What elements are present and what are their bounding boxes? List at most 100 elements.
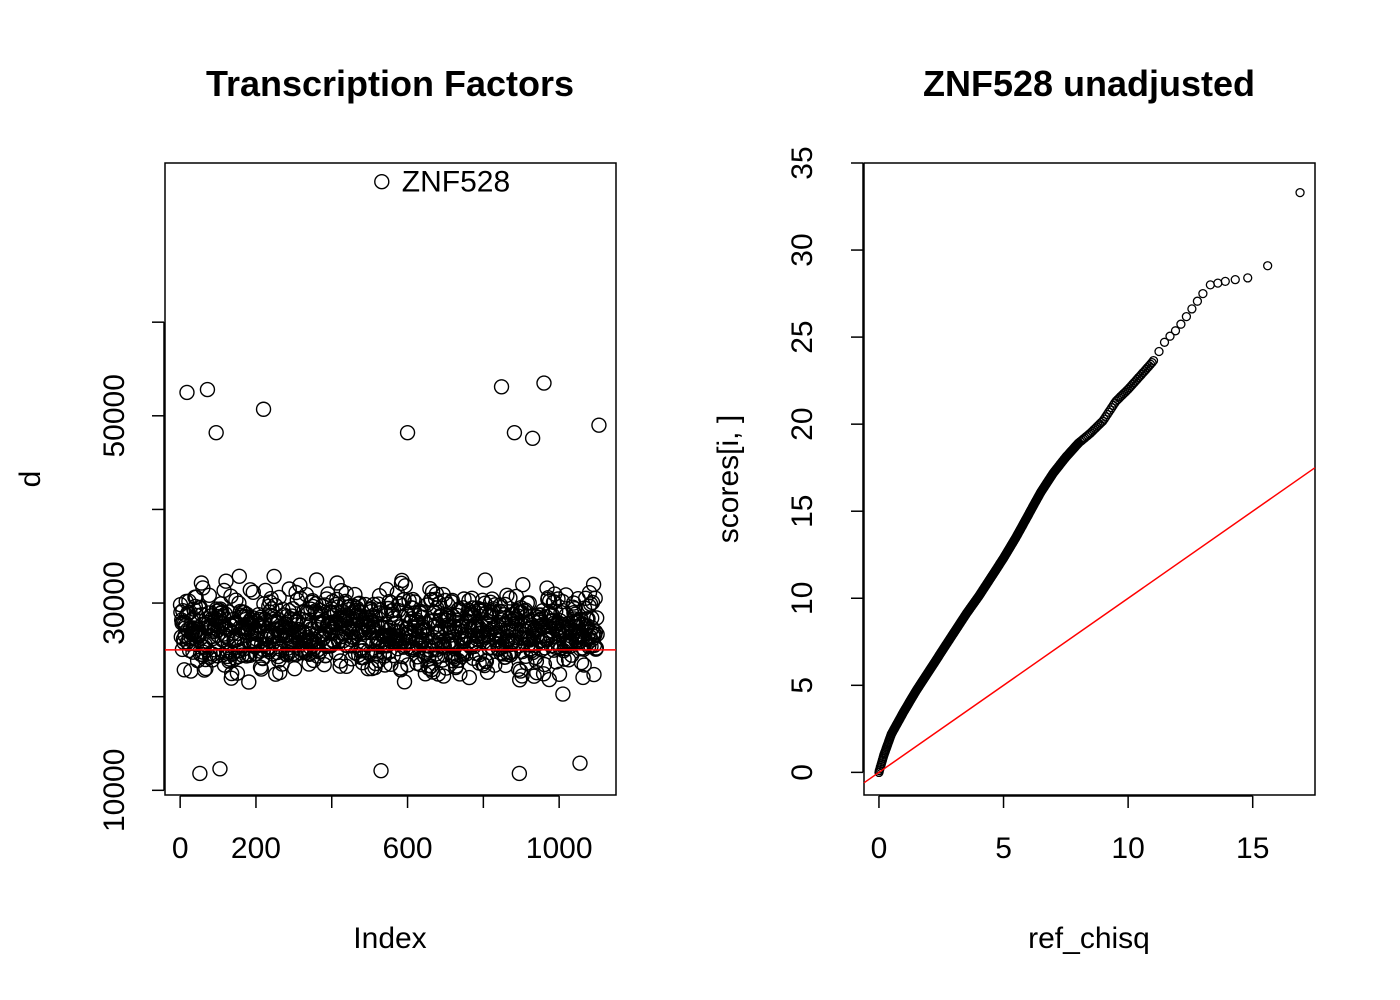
data-point <box>228 592 244 608</box>
y-tick-label: 15 <box>786 495 819 528</box>
data-point <box>298 587 315 603</box>
data-point <box>1181 311 1192 322</box>
data-point <box>266 568 282 585</box>
plot-frame <box>164 162 617 796</box>
y-tick-label: 30 <box>786 233 819 266</box>
data-point <box>584 610 600 626</box>
y-axis-label: d <box>14 471 47 488</box>
data-point <box>477 572 493 588</box>
data-point <box>1198 288 1208 299</box>
data-point <box>475 656 491 672</box>
data-point <box>521 595 537 611</box>
data-point <box>526 668 542 684</box>
data-point <box>1213 278 1223 288</box>
data-point <box>537 640 553 656</box>
data-point <box>360 661 376 677</box>
data-point <box>589 610 605 626</box>
data-point <box>1295 187 1305 198</box>
y-tick-label: 10000 <box>98 749 131 832</box>
data-point <box>512 672 528 688</box>
data-point <box>373 762 389 779</box>
x-tick-label: 15 <box>1236 832 1269 865</box>
x-tick-label: 0 <box>172 832 189 865</box>
data-point <box>199 381 216 398</box>
chart-title: Transcription Factors <box>206 63 574 104</box>
data-point <box>383 656 399 672</box>
data-point <box>452 666 468 682</box>
data-point <box>242 582 259 598</box>
data-point <box>1205 280 1215 290</box>
data-point <box>545 616 561 632</box>
data-point <box>515 577 531 593</box>
data-point <box>461 669 477 686</box>
data-point <box>587 590 603 606</box>
data-point <box>589 626 605 642</box>
chart-title: ZNF528 unadjusted <box>923 63 1255 104</box>
data-point <box>424 584 441 600</box>
data-point <box>399 424 416 441</box>
data-point <box>241 674 257 690</box>
data-point <box>1154 346 1164 357</box>
data-point <box>551 666 568 682</box>
data-point <box>502 590 518 606</box>
data-point <box>1170 326 1181 336</box>
data-point <box>1192 296 1203 306</box>
data-point <box>212 601 229 617</box>
data-point <box>581 585 598 601</box>
data-point <box>591 417 607 433</box>
data-point <box>536 375 552 391</box>
y-tick-label: 0 <box>786 764 819 781</box>
data-point <box>511 765 528 782</box>
data-point <box>499 587 515 603</box>
data-point <box>255 401 272 417</box>
data-point <box>245 584 262 600</box>
data-point <box>575 669 591 686</box>
data-point <box>1148 355 1159 366</box>
panel-transcription-factors: Transcription Factors ZNF528 0 200 600 1000… <box>14 63 617 955</box>
data-point <box>253 661 269 677</box>
data-point <box>271 589 287 606</box>
data-point <box>316 656 332 673</box>
data-point <box>1147 357 1157 368</box>
data-point <box>374 174 390 190</box>
data-point <box>217 606 234 622</box>
y-tick-label: 10 <box>786 582 819 615</box>
data-point <box>182 604 198 620</box>
data-point <box>301 656 317 672</box>
panel-znf528-unadjusted: ZNF528 unadjusted 0 5 10 15 05101520253035 … <box>712 63 1316 955</box>
data-point <box>573 654 590 671</box>
data-point <box>397 578 413 594</box>
y-axis-label: scores[i, ] <box>712 415 745 543</box>
data-point <box>212 761 228 777</box>
data-point <box>272 664 288 681</box>
data-point <box>1220 276 1230 287</box>
data-point <box>179 384 195 401</box>
y-tick-label: 20 <box>786 407 819 440</box>
y-tick-label: 35 <box>786 146 819 179</box>
y-tick-label: 5 <box>786 677 819 694</box>
plot-frame <box>863 162 1316 796</box>
data-point <box>400 657 416 673</box>
data-point <box>1101 412 1111 422</box>
data-point <box>201 587 218 603</box>
data-point <box>196 662 213 678</box>
x-axis-label: ref_chisq <box>1028 922 1150 955</box>
data-point <box>435 668 452 684</box>
x-axis: 0 5 10 15 <box>871 795 1269 865</box>
data-point <box>535 666 552 682</box>
data-point <box>218 573 234 589</box>
data-point <box>326 634 342 650</box>
data-point <box>1107 403 1117 413</box>
y-tick-label: 50000 <box>98 374 131 457</box>
data-point <box>379 581 395 598</box>
data-point <box>229 665 246 681</box>
data-point <box>1230 275 1240 285</box>
data-point <box>212 605 229 621</box>
data-point <box>586 666 602 683</box>
x-tick-label: 200 <box>231 832 281 865</box>
data-point <box>1187 304 1197 314</box>
data-point <box>231 568 248 584</box>
x-axis-label: Index <box>353 922 426 955</box>
x-axis: 0 200 600 1000 <box>172 795 593 865</box>
